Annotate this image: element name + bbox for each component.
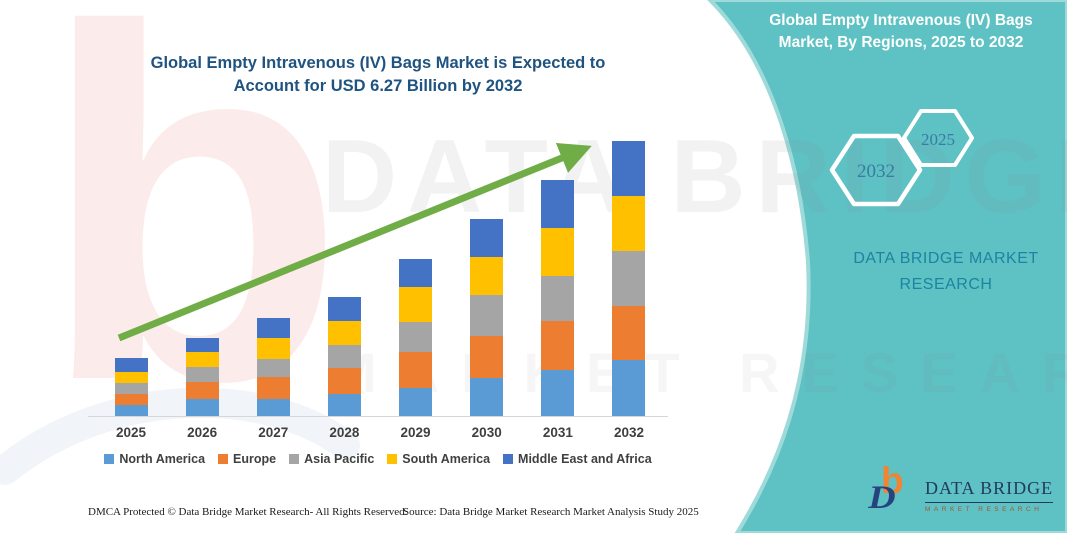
side-panel-brand-text: DATA BRIDGE MARKET RESEARCH — [810, 246, 1067, 299]
logo-d-swoosh-glyph: D — [868, 480, 896, 516]
brand-line-1: DATA BRIDGE MARKET — [853, 250, 1039, 267]
bar-segment — [256, 338, 290, 359]
bar-segment — [399, 387, 433, 416]
bar-segment — [612, 195, 646, 252]
legend-label: Middle East and Africa — [518, 452, 652, 466]
legend-swatch-icon — [104, 454, 115, 464]
x-axis-label-2025: 2025 — [115, 425, 147, 440]
logo-subtitle-text: MARKET RESEARCH — [925, 505, 1043, 513]
x-axis-label-2026: 2026 — [187, 425, 218, 440]
source-note: Source: Data Bridge Market Research Mark… — [403, 506, 699, 518]
hexagon-2032-label: 2032 — [857, 161, 895, 182]
bar-segment — [256, 398, 290, 416]
dmca-notice: DMCA Protected © Data Bridge Market Rese… — [88, 506, 408, 518]
bar-segment — [541, 369, 575, 416]
legend-label: Asia Pacific — [304, 452, 375, 466]
bar-segment — [399, 352, 433, 388]
bar-segment — [256, 358, 290, 378]
chart-legend: North America Europe Asia Pacific South Ame… — [80, 452, 676, 466]
bar-segment — [612, 306, 646, 360]
bar-segment — [327, 344, 361, 368]
bar-segment — [185, 366, 219, 383]
x-axis-labels: 2025 2026 2027 2028 2029 2030 2031 2032 — [101, 425, 659, 440]
legend-item: Asia Pacific — [289, 452, 374, 466]
bar-segment — [612, 251, 646, 307]
bar-segment — [612, 359, 646, 416]
x-axis-line — [88, 416, 668, 417]
legend-item: North America — [104, 452, 205, 466]
bar-segment — [327, 367, 361, 394]
bar-segment — [185, 352, 219, 367]
bar-segment — [612, 141, 646, 196]
legend-swatch-icon — [289, 454, 300, 464]
hexagon-2032-icon — [829, 133, 923, 207]
x-axis-label-2030: 2030 — [471, 425, 502, 440]
bar-column-2025 — [101, 357, 161, 416]
data-bridge-logo-icon: b D — [868, 462, 916, 522]
legend-item: Middle East and Africa — [503, 452, 652, 466]
bar-stack-2025 — [114, 357, 148, 416]
bar-stack-2032 — [612, 141, 646, 416]
bar-segment — [185, 399, 219, 416]
logo-b-glyph: b — [881, 460, 904, 501]
bar-segment — [470, 377, 504, 416]
x-axis-label-2027: 2027 — [258, 425, 289, 440]
bar-segment — [114, 405, 148, 416]
legend-swatch-icon — [387, 454, 398, 464]
legend-label: North America — [119, 452, 206, 466]
bar-segment — [185, 382, 219, 400]
bar-segment — [114, 382, 148, 394]
side-panel-title: Global Empty Intravenous (IV) Bags Marke… — [769, 12, 1033, 52]
bar-segment — [327, 393, 361, 416]
bar-segment — [114, 371, 148, 383]
bar-segment — [185, 337, 219, 353]
bar-segment — [256, 377, 290, 399]
x-axis-label-2028: 2028 — [329, 425, 360, 440]
bar-segment — [114, 357, 148, 372]
x-axis-label-2031: 2031 — [542, 425, 573, 440]
brand-line-2: RESEARCH — [899, 276, 993, 294]
bar-column-2026 — [172, 337, 232, 416]
legend-item: South America — [387, 452, 490, 466]
bar-segment — [470, 335, 504, 378]
hexagon-2025-label: 2025 — [921, 130, 955, 149]
legend-item: Europe — [218, 452, 276, 466]
x-axis-label-2029: 2029 — [400, 425, 431, 440]
x-axis-label-2032: 2032 — [613, 425, 644, 440]
legend-swatch-icon — [218, 454, 229, 464]
bar-column-2032 — [599, 141, 659, 416]
legend-label: South America — [402, 452, 491, 466]
hexagon-2025-icon — [902, 109, 974, 167]
bar-segment — [114, 393, 148, 405]
logo-name-text: DATA BRIDGE — [925, 478, 1054, 503]
data-bridge-logo: b D DATA BRIDGE MARKET RESEARCH — [868, 462, 1054, 522]
legend-swatch-icon — [503, 454, 514, 464]
chart-title: Global Empty Intravenous (IV) Bags Marke… — [150, 54, 606, 96]
bar-stack-2026 — [185, 337, 219, 416]
side-panel-shape — [707, 0, 1067, 533]
logo-wordmark: DATA BRIDGE MARKET RESEARCH — [925, 478, 1054, 513]
legend-label: Europe — [233, 452, 277, 466]
